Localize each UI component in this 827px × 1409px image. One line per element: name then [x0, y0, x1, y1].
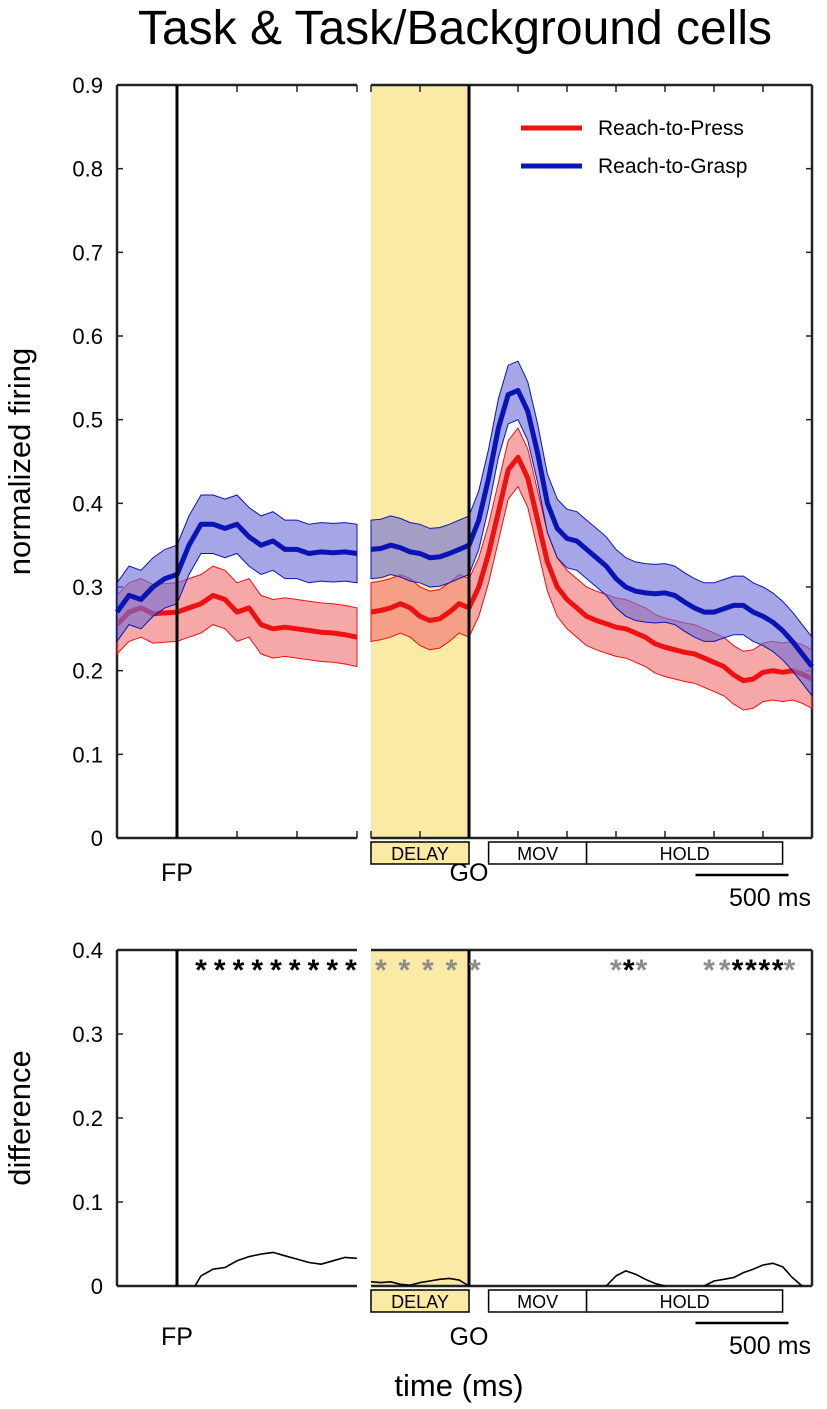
epoch-box-hold [585, 841, 784, 865]
y-tick-label: 0.5 [72, 408, 103, 433]
significance-marker: * [345, 954, 357, 987]
delay-shading [371, 950, 469, 1286]
series-line-difference [370, 1277, 470, 1287]
epoch-label-mov: MOV [517, 844, 558, 864]
significance-marker: * [758, 954, 770, 987]
y-tick-label: 0.3 [72, 1022, 103, 1047]
series-line-reach-to-press [370, 454, 814, 684]
significance-marker: * [446, 954, 458, 987]
significance-marker: * [703, 954, 715, 987]
sem-band-reach-to-grasp [116, 494, 358, 643]
event-label-fp: FP [161, 859, 193, 887]
y-axis-label: difference [2, 1050, 37, 1186]
y-tick-label: 0.1 [72, 1190, 103, 1215]
series-line-difference [605, 1270, 666, 1287]
significance-marker: * [732, 954, 744, 987]
epoch-label-hold: HOLD [660, 1292, 710, 1312]
significance-marker: * [772, 954, 784, 987]
significance-marker: * [745, 954, 757, 987]
event-label-go: GO [450, 1323, 489, 1351]
delay-shading [371, 85, 469, 838]
significance-marker: * [719, 954, 731, 987]
y-tick-label: 0.9 [72, 73, 103, 98]
y-tick-label: 0.1 [72, 742, 103, 767]
series-line-reach-to-grasp [114, 521, 358, 614]
significance-marker: * [233, 954, 245, 987]
significance-marker: * [422, 954, 434, 987]
epoch-label-mov: MOV [517, 1292, 558, 1312]
epoch-box-delay [370, 841, 470, 865]
scalebar-label: 500 ms [729, 1332, 811, 1360]
significance-marker: * [214, 954, 226, 987]
significance-marker: * [375, 954, 387, 987]
series-line-difference [703, 1262, 803, 1287]
significance-marker: * [251, 954, 263, 987]
y-tick-label: 0.4 [72, 938, 103, 963]
significance-marker: * [784, 954, 796, 987]
significance-marker: * [308, 954, 320, 987]
significance-marker: * [469, 954, 481, 987]
series-line-reach-to-grasp [370, 387, 814, 669]
significance-marker: * [636, 954, 648, 987]
legend-label: Reach-to-Grasp [598, 155, 747, 178]
epoch-box-hold [585, 1289, 784, 1313]
epoch-label-delay: DELAY [391, 1292, 449, 1312]
significance-marker: * [270, 954, 282, 987]
y-axis-label: normalized firing [2, 348, 37, 575]
series-line-difference [194, 1251, 358, 1287]
significance-marker: * [610, 954, 622, 987]
significance-marker: * [326, 954, 338, 987]
y-tick-label: 0.2 [72, 1106, 103, 1131]
x-axis-label: time (ms) [394, 1368, 523, 1403]
y-tick-label: 0.7 [72, 240, 103, 265]
event-label-fp: FP [161, 1323, 193, 1351]
epoch-box-delay [370, 1289, 470, 1313]
significance-marker: * [289, 954, 301, 987]
y-tick-label: 0 [91, 826, 103, 851]
significance-marker: * [195, 954, 207, 987]
y-tick-label: 0.2 [72, 659, 103, 684]
epoch-label-delay: DELAY [391, 844, 449, 864]
y-tick-label: 0.4 [72, 491, 103, 516]
significance-marker: * [623, 954, 635, 987]
scalebar-label: 500 ms [729, 884, 811, 912]
y-tick-label: 0.6 [72, 324, 103, 349]
chart-title: Task & Task/Background cells [138, 2, 772, 55]
epoch-label-hold: HOLD [660, 844, 710, 864]
y-tick-label: 0.3 [72, 575, 103, 600]
y-tick-label: 0.8 [72, 157, 103, 182]
y-tick-label: 0 [91, 1274, 103, 1299]
significance-marker: * [398, 954, 410, 987]
legend-label: Reach-to-Press [598, 117, 744, 140]
